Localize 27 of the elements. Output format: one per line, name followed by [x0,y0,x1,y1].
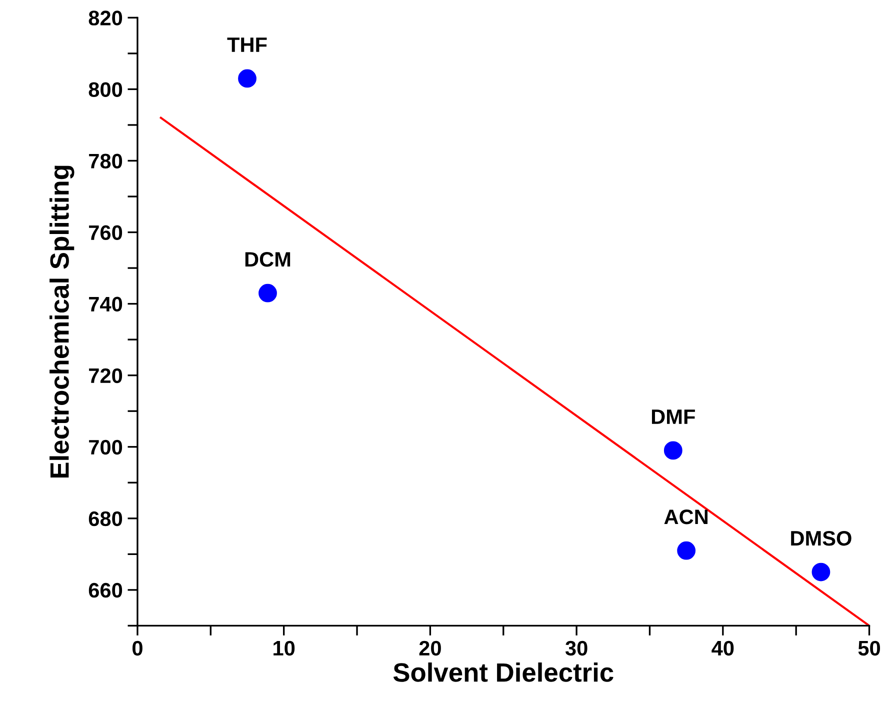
y-tick-label: 820 [88,10,122,26]
point [258,284,277,302]
annotation: ACN [664,509,708,524]
point [664,441,682,460]
annotation: DMF [652,410,695,424]
y-tick-label: 760 [89,225,122,240]
x-tick-label: 30 [565,640,588,656]
point [677,541,696,560]
y-tick-label: 680 [88,511,122,526]
x-tick-label: 50 [858,640,880,656]
x-axis-title: Solvent Dielectric [393,662,614,682]
y-tick-label: 720 [89,368,122,384]
y-tick-label: 660 [88,582,122,598]
x-tick-label: 40 [712,640,734,656]
y-axis-title: Electrochemical Splitting [50,166,74,478]
x-tick-label: 0 [132,640,142,656]
y-tick-label: 700 [89,440,122,455]
annotation: DCM [245,252,290,267]
x-tick-label: 20 [419,640,441,656]
point [238,69,256,88]
x-tick-label: 10 [274,640,295,656]
annotation: THF [227,38,267,52]
y-tick-label: 780 [89,154,122,168]
annotation: DMSO [791,530,852,546]
y-tick-label: 800 [88,82,122,97]
point [812,562,830,582]
y-tick-label: 740 [89,296,122,312]
